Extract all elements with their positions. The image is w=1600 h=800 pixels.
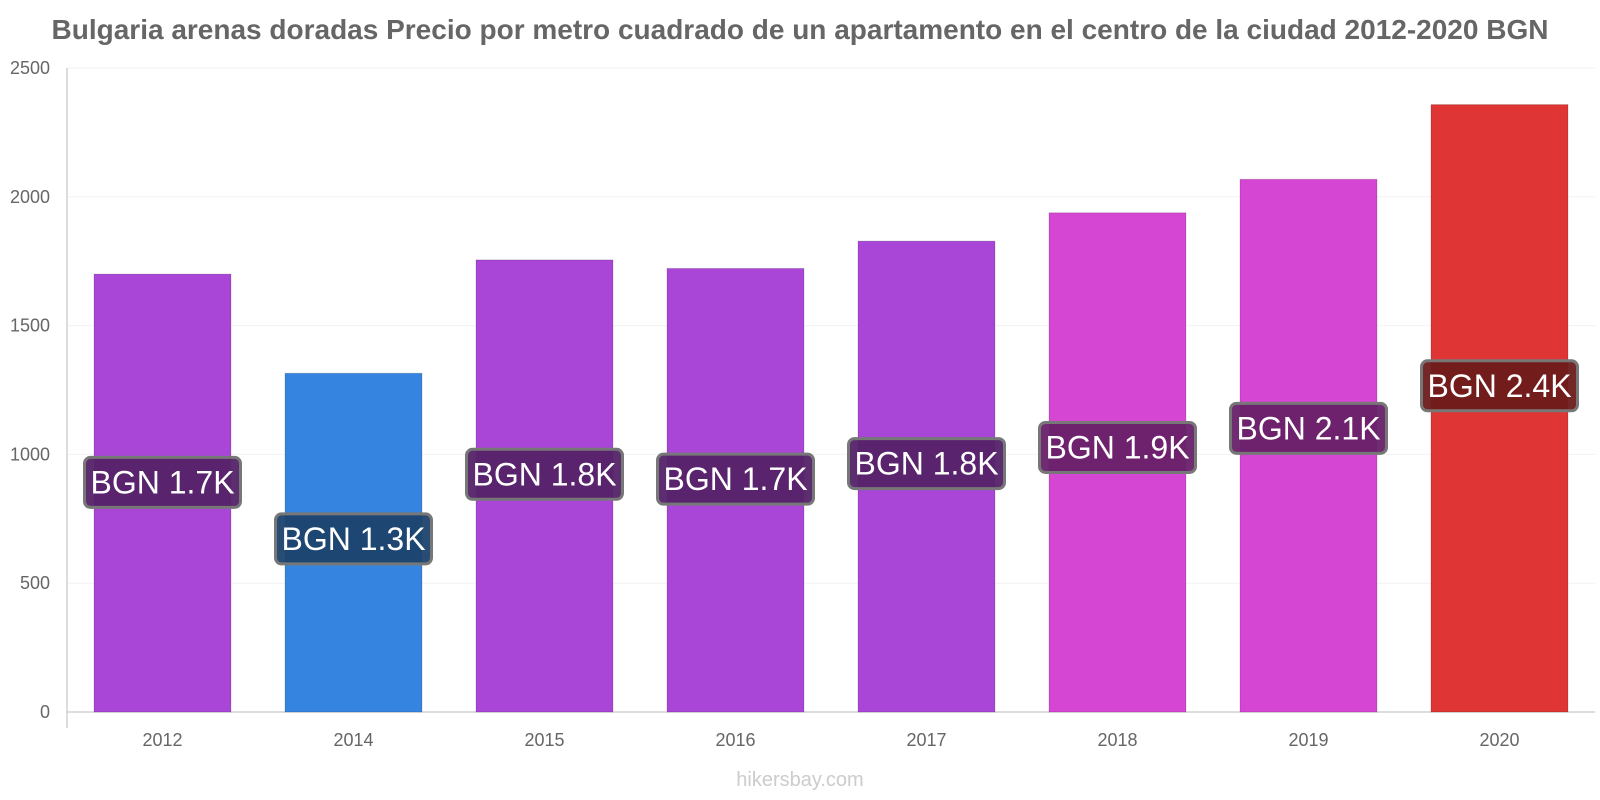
data-label: BGN 1.7K	[90, 464, 234, 500]
watermark: hikersbay.com	[736, 769, 864, 791]
data-labels: BGN 1.7K BGN 1.3K BGN 1.8K BGN 1.7K BGN 1.8K…	[83, 359, 1579, 566]
data-label-box	[1038, 420, 1197, 474]
data-label-box	[465, 447, 624, 501]
y-tick-label: 2000	[10, 187, 50, 207]
x-tick-label: 2017	[906, 730, 946, 750]
data-label: BGN 1.8K	[472, 456, 616, 492]
data-label: BGN 2.1K	[1236, 410, 1380, 446]
data-label-box	[656, 452, 815, 506]
data-label-box	[1229, 401, 1388, 455]
axes: 0 500 1000 1500 2000 2500 2012 2014 2015 2016 2017…	[10, 58, 1595, 750]
data-label-box	[1420, 359, 1579, 413]
y-tick-label: 0	[40, 702, 50, 722]
data-label-box	[274, 512, 433, 566]
x-tick-label: 2014	[333, 730, 373, 750]
data-label-box	[83, 455, 242, 509]
data-label-box	[847, 437, 1006, 491]
data-label: BGN 2.4K	[1427, 368, 1571, 404]
y-tick-label: 2500	[10, 58, 50, 78]
x-tick-label: 2016	[715, 730, 755, 750]
y-tick-label: 1500	[10, 316, 50, 336]
x-tick-label: 2020	[1479, 730, 1519, 750]
data-label: BGN 1.8K	[854, 446, 998, 482]
x-tick-label: 2015	[524, 730, 564, 750]
data-label: BGN 1.7K	[663, 461, 807, 497]
y-tick-label: 1000	[10, 444, 50, 464]
x-tick-label: 2018	[1097, 730, 1137, 750]
data-label: BGN 1.9K	[1045, 429, 1189, 465]
chart-title: Bulgaria arenas doradas Precio por metro…	[51, 14, 1549, 45]
x-tick-label: 2019	[1288, 730, 1328, 750]
y-tick-label: 500	[20, 573, 50, 593]
data-label: BGN 1.3K	[281, 521, 425, 557]
x-tick-label: 2012	[142, 730, 182, 750]
